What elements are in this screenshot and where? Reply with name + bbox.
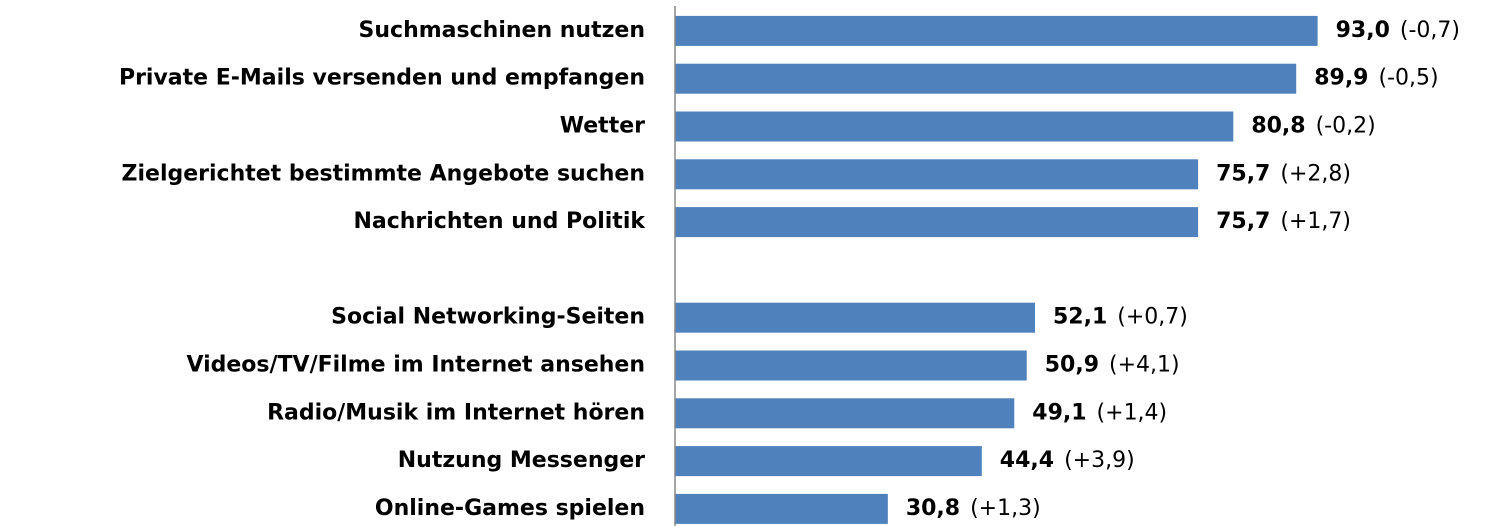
bar bbox=[675, 207, 1199, 238]
change-label: (-0,7) bbox=[1400, 18, 1460, 43]
value-label: 75,7 bbox=[1216, 209, 1270, 234]
value-label: 30,8 bbox=[906, 496, 960, 521]
category-label: Social Networking-Seiten bbox=[331, 305, 645, 330]
change-label: (-0,5) bbox=[1378, 66, 1438, 91]
category-label: Nachrichten und Politik bbox=[353, 209, 646, 234]
change-label: (+1,3) bbox=[970, 496, 1041, 521]
category-label: Wetter bbox=[560, 114, 645, 139]
data-label: 75,7 (+2,8) bbox=[1216, 161, 1351, 186]
value-label: 50,9 bbox=[1045, 353, 1099, 378]
data-label: 93,0 (-0,7) bbox=[1336, 18, 1460, 43]
bar bbox=[675, 446, 982, 477]
change-label: (-0,2) bbox=[1316, 114, 1376, 139]
value-label: 75,7 bbox=[1216, 161, 1270, 186]
value-label: 44,4 bbox=[1000, 448, 1054, 473]
value-label: 80,8 bbox=[1251, 114, 1305, 139]
value-label: 52,1 bbox=[1053, 305, 1107, 330]
bar bbox=[675, 159, 1199, 190]
value-label: 49,1 bbox=[1032, 400, 1086, 425]
bar bbox=[675, 63, 1297, 94]
data-label: 52,1 (+0,7) bbox=[1053, 305, 1188, 330]
bar bbox=[675, 493, 888, 524]
change-label: (+3,9) bbox=[1064, 448, 1135, 473]
value-label: 89,9 bbox=[1314, 66, 1368, 91]
data-label: 44,4 (+3,9) bbox=[1000, 448, 1135, 473]
category-label: Radio/Musik im Internet hören bbox=[267, 400, 645, 425]
change-label: (+2,8) bbox=[1280, 161, 1351, 186]
bar bbox=[675, 15, 1318, 46]
change-label: (+0,7) bbox=[1117, 305, 1188, 330]
category-label: Private E-Mails versenden und empfangen bbox=[119, 66, 645, 91]
change-label: (+1,4) bbox=[1097, 400, 1168, 425]
bar bbox=[675, 111, 1234, 142]
category-label: Suchmaschinen nutzen bbox=[359, 18, 645, 43]
category-label: Videos/TV/Filme im Internet ansehen bbox=[186, 353, 645, 378]
data-label: 49,1 (+1,4) bbox=[1032, 400, 1167, 425]
change-label: (+4,1) bbox=[1109, 353, 1180, 378]
data-label: 89,9 (-0,5) bbox=[1314, 66, 1438, 91]
bar bbox=[675, 302, 1036, 333]
value-label: 93,0 bbox=[1336, 18, 1390, 43]
category-label: Zielgerichtet bestimmte Angebote suchen bbox=[122, 161, 645, 186]
category-label: Online-Games spielen bbox=[375, 496, 645, 521]
bar bbox=[675, 350, 1027, 381]
data-label: 30,8 (+1,3) bbox=[906, 496, 1041, 521]
change-label: (+1,7) bbox=[1280, 209, 1351, 234]
data-label: 75,7 (+1,7) bbox=[1216, 209, 1351, 234]
category-label: Nutzung Messenger bbox=[398, 448, 645, 473]
bar bbox=[675, 398, 1015, 429]
data-label: 80,8 (-0,2) bbox=[1251, 114, 1375, 139]
data-label: 50,9 (+4,1) bbox=[1045, 353, 1180, 378]
